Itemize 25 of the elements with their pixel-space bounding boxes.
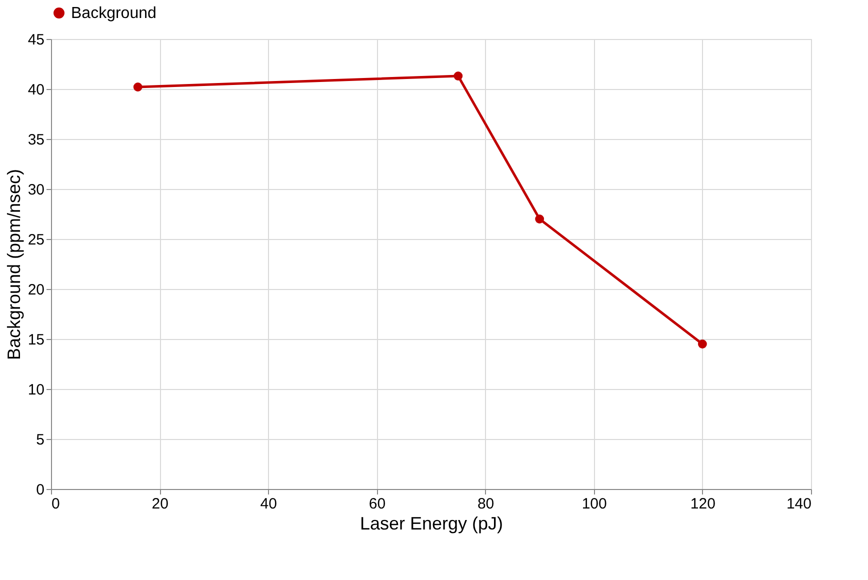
x-tick-label: 0 bbox=[52, 496, 60, 512]
y-tick-label: 45 bbox=[28, 32, 44, 48]
x-axis-title: Laser Energy (pJ) bbox=[360, 514, 504, 534]
y-tick-label: 15 bbox=[28, 332, 44, 348]
y-axis-title: Background (ppm/nsec) bbox=[4, 168, 24, 360]
legend-label: Background bbox=[71, 5, 156, 22]
y-tick-label: 35 bbox=[28, 132, 44, 148]
y-tick-label: 25 bbox=[28, 232, 44, 248]
point bbox=[454, 72, 463, 80]
y-tick-label: 0 bbox=[36, 482, 44, 498]
point bbox=[133, 82, 142, 92]
x-tick-label: 60 bbox=[368, 496, 386, 512]
x-tick-label: 120 bbox=[690, 496, 716, 512]
point bbox=[535, 214, 544, 224]
y-tick-label: 30 bbox=[28, 182, 44, 198]
x-tick-label: 140 bbox=[786, 496, 812, 512]
y-tick-label: 5 bbox=[36, 432, 44, 448]
x-tick-label: 20 bbox=[152, 496, 168, 512]
y-tick-label: 10 bbox=[28, 382, 44, 398]
x-tick-label: 100 bbox=[582, 496, 607, 512]
y-tick-label: 20 bbox=[28, 282, 44, 298]
point bbox=[698, 340, 707, 348]
y-tick-label: 40 bbox=[28, 82, 44, 98]
x-tick-label: 80 bbox=[477, 496, 494, 512]
x-tick-label: 40 bbox=[260, 496, 277, 512]
